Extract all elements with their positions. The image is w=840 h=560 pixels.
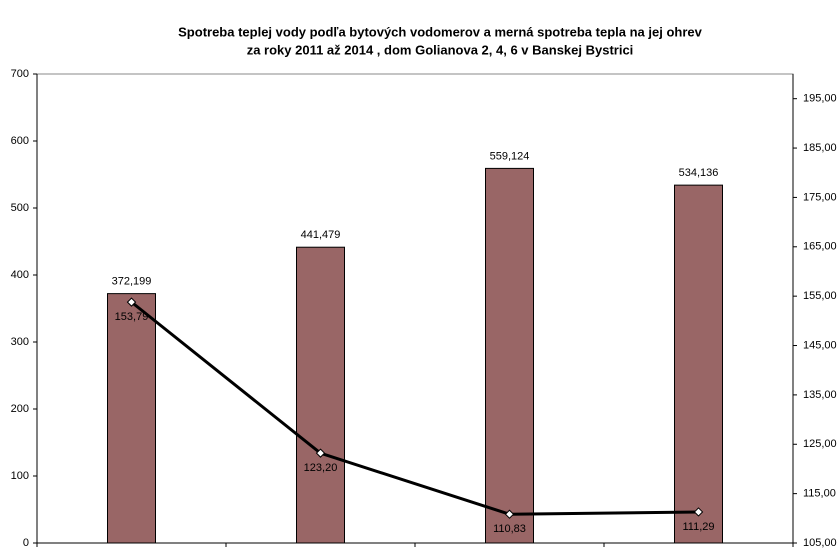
line-value-label: 111,29 <box>682 521 714 533</box>
y2-tick-label: 175,00 <box>803 191 837 203</box>
line-value-label: 110,83 <box>493 523 526 535</box>
bar <box>296 246 345 544</box>
y-tick-label: 400 <box>11 269 29 281</box>
chart-title: Spotreba teplej vody podľa bytových vodo… <box>178 24 702 39</box>
y2-tick-label: 105,00 <box>803 537 837 549</box>
line-marker <box>126 297 137 307</box>
bar <box>485 167 534 544</box>
line-marker <box>504 509 515 519</box>
y-tick-label: 200 <box>11 403 29 415</box>
line-value-label: 123,20 <box>304 462 338 474</box>
y2-tick-label: 185,00 <box>803 142 837 154</box>
line <box>130 300 699 516</box>
y2-tick-label: 165,00 <box>803 241 837 253</box>
bar-value-label: 534,136 <box>679 167 719 179</box>
y2-tick-label: 135,00 <box>803 389 837 401</box>
y-tick-label: 300 <box>11 336 29 348</box>
y2-tick-label: 155,00 <box>803 290 837 302</box>
y-tick-label: 0 <box>23 537 29 549</box>
bar-value-label: 559,124 <box>490 150 530 162</box>
y-tick-label: 600 <box>11 135 29 147</box>
bar <box>674 184 723 544</box>
y2-tick-label: 195,00 <box>803 93 837 105</box>
y2-tick-label: 145,00 <box>803 339 837 351</box>
bar-value-label: 441,479 <box>301 229 341 241</box>
line-marker <box>693 507 704 517</box>
y2-tick-label: 125,00 <box>803 438 837 450</box>
y-tick-label: 500 <box>11 202 29 214</box>
line-marker <box>315 448 326 458</box>
line-value-label: 153,79 <box>115 311 149 323</box>
y2-tick-label: 115,00 <box>803 488 836 500</box>
y-tick-label: 100 <box>11 470 29 482</box>
y-tick-label: 700 <box>11 68 29 80</box>
bar <box>107 293 156 544</box>
chart-title: za roky 2011 až 2014 , dom Golianova 2, … <box>247 42 634 57</box>
bar-value-label: 372,199 <box>112 276 152 288</box>
